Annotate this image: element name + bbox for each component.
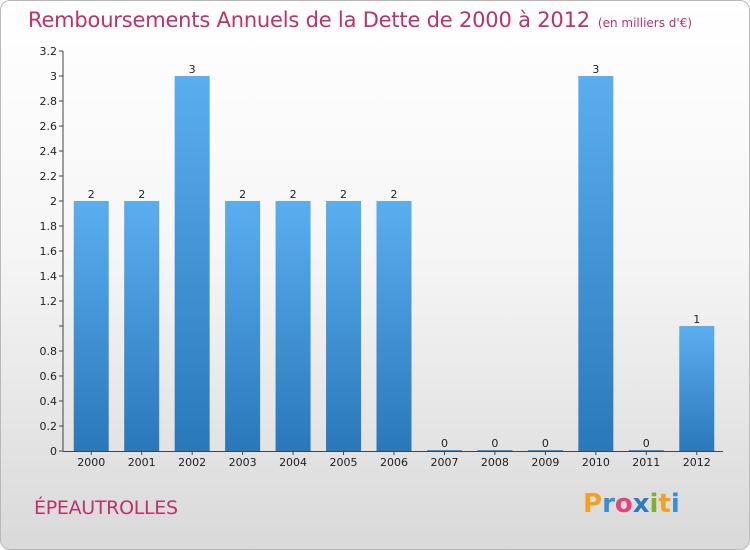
y-tick-label: 0.6: [40, 370, 58, 383]
y-tick-label: 3: [50, 70, 57, 83]
x-tick-label: 2000: [77, 456, 105, 469]
y-axis: 0 0.2 0.4 0.6 0.8 1.2 1.4 1.6 1.8 2 2.2 2.4 2.6 2.8 3 3…: [40, 45, 64, 458]
value-label-2009: 0: [542, 437, 549, 450]
chart-title: Remboursements Annuels de la Dette de 20…: [28, 8, 692, 32]
value-label-2002: 3: [189, 63, 196, 76]
x-tick-label: 2001: [128, 456, 156, 469]
y-tick-label: 1.4: [40, 270, 58, 283]
x-tick-label: 2007: [430, 456, 458, 469]
y-tick-label: 0.4: [40, 395, 58, 408]
y-tick-label: 2.8: [40, 95, 58, 108]
y-tick-label: 0: [50, 445, 57, 458]
value-label-2000: 2: [88, 188, 95, 201]
x-tick-label: 2009: [531, 456, 559, 469]
commune-name: ÉPEAUTROLLES: [34, 497, 178, 519]
value-label-2003: 2: [239, 188, 246, 201]
y-tick-label: 3.2: [40, 45, 58, 58]
bar-2009: [527, 450, 563, 451]
bar-2007: [426, 450, 462, 451]
x-tick-label: 2008: [481, 456, 509, 469]
bar-2004: [275, 201, 311, 451]
chart-title-main: Remboursements Annuels de la Dette de 20…: [28, 8, 590, 32]
value-label-2004: 2: [290, 188, 297, 201]
y-tick-label: 1.8: [40, 220, 58, 233]
value-label-2010: 3: [592, 63, 599, 76]
bar-2001: [124, 201, 160, 451]
y-tick-label: 1.6: [40, 245, 58, 258]
bar-2011: [628, 450, 664, 451]
bar-2006: [376, 201, 412, 451]
bar-2012: [679, 326, 715, 451]
x-tick-label: 2012: [683, 456, 711, 469]
value-label-2006: 2: [391, 188, 398, 201]
y-tick-label: 2.4: [40, 145, 58, 158]
y-tick-label: 0.8: [40, 345, 58, 358]
value-label-2008: 0: [491, 437, 498, 450]
bar-2010: [578, 76, 614, 451]
y-tick-label: 1.2: [40, 295, 58, 308]
logo-letter: r: [602, 489, 615, 519]
x-tick-label: 2003: [229, 456, 257, 469]
bar-2005: [326, 201, 362, 451]
logo-letter: i: [670, 489, 680, 519]
bar-2000: [73, 201, 109, 451]
proxiti-logo: Proxiti: [583, 489, 680, 519]
value-labels: 2 2 3 2 2 2 2 0 0 0 3 0 1: [88, 63, 701, 450]
x-tick-label: 2005: [330, 456, 358, 469]
logo-letter: P: [583, 489, 603, 519]
chart-title-unit: (en milliers d'€): [597, 16, 693, 30]
value-label-2007: 0: [441, 437, 448, 450]
logo-letter: t: [658, 489, 671, 519]
x-axis: 2000 2001 2002 2003 2004 2005 2006 2007 2008 2009…: [63, 451, 723, 469]
value-label-2001: 2: [138, 188, 145, 201]
y-tick-label: 2.2: [40, 170, 58, 183]
x-tick-label: 2006: [380, 456, 408, 469]
bars: [73, 76, 715, 451]
y-tick-label: 2: [50, 195, 57, 208]
x-tick-label: 2010: [582, 456, 610, 469]
bar-2002: [174, 76, 210, 451]
value-label-2011: 0: [643, 437, 650, 450]
y-tick-label: 0.2: [40, 420, 58, 433]
x-tick-label: 2011: [632, 456, 660, 469]
y-tick-label: 2.6: [40, 120, 58, 133]
bar-2003: [225, 201, 261, 451]
logo-letter: i: [649, 489, 659, 519]
x-tick-label: 2004: [279, 456, 307, 469]
value-label-2005: 2: [340, 188, 347, 201]
value-label-2012: 1: [693, 313, 700, 326]
logo-letter: o: [614, 489, 633, 519]
bar-2008: [477, 450, 513, 451]
logo-letter: x: [632, 489, 650, 519]
x-tick-label: 2002: [178, 456, 206, 469]
